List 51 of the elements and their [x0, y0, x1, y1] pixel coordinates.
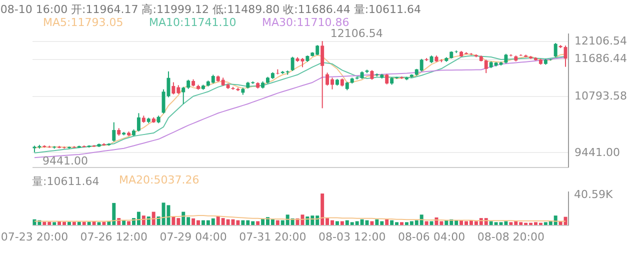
bar	[67, 222, 71, 225]
text: MA5:11793.05	[43, 16, 124, 29]
text: 量:10611.64	[32, 175, 100, 188]
bar	[340, 221, 344, 225]
candlestick	[385, 73, 389, 85]
annotation: 12106.54	[330, 27, 383, 40]
bar	[424, 221, 428, 225]
bar	[127, 221, 131, 225]
bar	[87, 222, 91, 225]
x-tick-label: 07-26 12:00	[80, 230, 148, 244]
candlestick	[290, 56, 294, 72]
y-tick-label: 10793.58	[574, 89, 627, 102]
candlestick	[136, 112, 140, 132]
bar	[370, 221, 374, 225]
text: MA30:11710.86	[262, 16, 350, 29]
bar	[72, 222, 76, 225]
candlestick	[564, 45, 568, 68]
bar	[52, 222, 56, 225]
candlestick	[112, 122, 116, 142]
candlestick	[186, 79, 190, 90]
y-tick-label: 9441.00	[574, 146, 620, 159]
bar	[102, 222, 106, 225]
candlestick	[276, 68, 280, 75]
text: 40.59K	[574, 188, 614, 201]
candlestick	[504, 53, 508, 64]
bar	[152, 212, 156, 225]
text: MA20:5037.26	[119, 174, 200, 186]
annotation: 9441.00	[42, 154, 88, 168]
bar	[385, 219, 389, 225]
bar	[335, 221, 339, 225]
x-tick-label: 07-23 20:00	[0, 230, 68, 244]
bar	[256, 221, 260, 225]
bar	[77, 222, 81, 225]
x-tick-label: 08-03 12:00	[318, 230, 386, 244]
text: MA10:11741.10	[149, 16, 236, 29]
bar	[400, 222, 404, 225]
x-tick-label: 08-08 20:00	[477, 230, 545, 244]
y-tick-label: 12106.54	[574, 34, 627, 48]
candlestick	[370, 70, 374, 80]
candlestick	[182, 86, 186, 104]
x-tick-label: 07-29 04:00	[160, 230, 227, 244]
bar	[82, 222, 86, 225]
chart-title: 08-10 16:00 开:11964.17 高:11999.12 低:11489.80 收:11686.44 量:10611.64	[0, 3, 422, 16]
bar	[97, 222, 101, 225]
x-tick-label: 08-06 04:00	[398, 230, 466, 244]
y-tick-label: 11686.44	[574, 52, 627, 66]
candlestick	[554, 42, 558, 58]
bar	[276, 220, 280, 225]
bar	[430, 221, 434, 225]
x-tick-label: 07-31 20:00	[239, 230, 306, 244]
candlestick	[320, 40, 324, 109]
